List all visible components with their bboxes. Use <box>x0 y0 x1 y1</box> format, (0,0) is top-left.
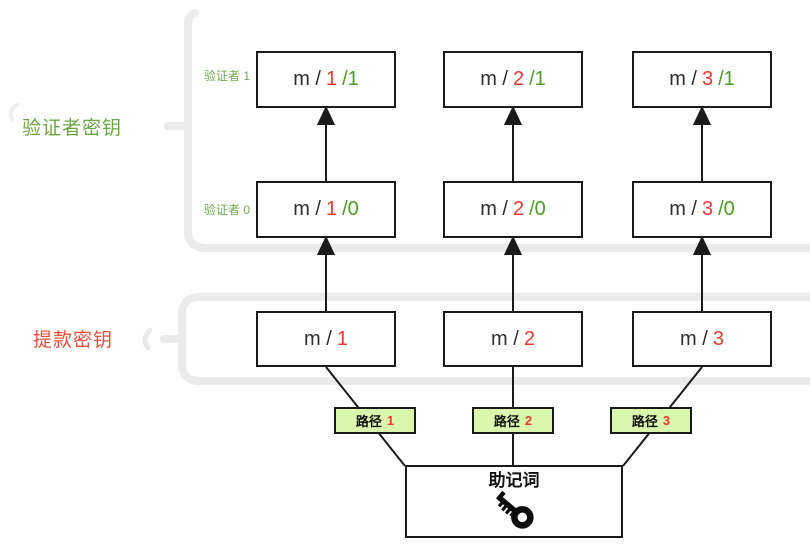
key-node-m-2: m /2 <box>443 311 583 367</box>
key-path-prefix: m / <box>480 68 508 90</box>
key-node-m-3-1: m /3/1 <box>632 51 772 108</box>
mnemonic-box: 助记词 <box>405 465 623 538</box>
key-path-suffix: /1 <box>529 68 546 90</box>
arrowhead-icon <box>692 105 712 125</box>
key-node-m-2-1: m /2/1 <box>443 51 583 108</box>
key-path-prefix: m / <box>669 68 697 90</box>
key-path-suffix: /0 <box>342 198 359 220</box>
validator-group-brace <box>184 9 810 252</box>
path-chip-label: 路径 <box>355 414 382 429</box>
path-chip-label: 路径 <box>493 414 520 429</box>
key-path-prefix: m / <box>491 327 519 350</box>
key-path-index: 3 <box>701 198 714 220</box>
decorative-arc-withdrawal <box>142 327 153 351</box>
arrowhead-icon <box>316 105 336 125</box>
key-path-prefix: m / <box>669 198 697 220</box>
path-chip-index: 1 <box>386 413 395 428</box>
key-path-index: 1 <box>325 198 338 220</box>
path-chip-1: 路径 1 <box>334 407 416 434</box>
key-path-index: 1 <box>325 68 338 90</box>
key-node-m-1-0: m /1/0 <box>256 181 396 238</box>
arrowhead-icon <box>692 235 712 255</box>
key-path-index: 2 <box>512 198 525 220</box>
key-path-prefix: m / <box>304 327 332 350</box>
key-path-index: 3 <box>701 68 714 90</box>
arrowhead-icon <box>503 235 523 255</box>
key-path-index: 2 <box>523 327 535 350</box>
key-node-m-3-0: m /3/0 <box>632 181 772 238</box>
arrowhead-icon <box>503 105 523 125</box>
key-path-suffix: /1 <box>718 68 735 90</box>
key-path-index: 3 <box>712 327 724 350</box>
withdrawal-keys-section-label: 提款密钥 <box>33 330 114 351</box>
validator-0-row-label: 验证者 0 <box>203 203 250 217</box>
path-chip-index: 2 <box>524 413 533 428</box>
key-path-prefix: m / <box>293 68 321 90</box>
path-chip-index: 3 <box>662 413 671 428</box>
validator-keys-section-label: 验证者密钥 <box>22 118 123 139</box>
key-node-m-1-1: m /1/1 <box>256 51 396 108</box>
path-chip-2: 路径 2 <box>472 407 554 434</box>
key-path-suffix: /1 <box>342 68 359 90</box>
key-path-prefix: m / <box>680 327 708 350</box>
key-path-suffix: /0 <box>718 198 735 220</box>
arrowhead-icon <box>316 235 336 255</box>
decorative-arc-left <box>8 103 19 121</box>
key-path-suffix: /0 <box>529 198 546 220</box>
key-node-m-2-0: m /2/0 <box>443 181 583 238</box>
path-chip-3: 路径 3 <box>610 407 692 434</box>
key-path-prefix: m / <box>480 198 508 220</box>
key-icon <box>496 490 534 529</box>
validator-1-row-label: 验证者 1 <box>203 69 250 83</box>
key-path-index: 1 <box>336 327 348 350</box>
key-node-m-1: m /1 <box>256 311 396 367</box>
key-path-index: 2 <box>512 68 525 90</box>
mnemonic-label: 助记词 <box>488 471 540 490</box>
key-path-prefix: m / <box>293 198 321 220</box>
key-node-m-3: m /3 <box>632 311 772 367</box>
path-chip-label: 路径 <box>631 414 658 429</box>
